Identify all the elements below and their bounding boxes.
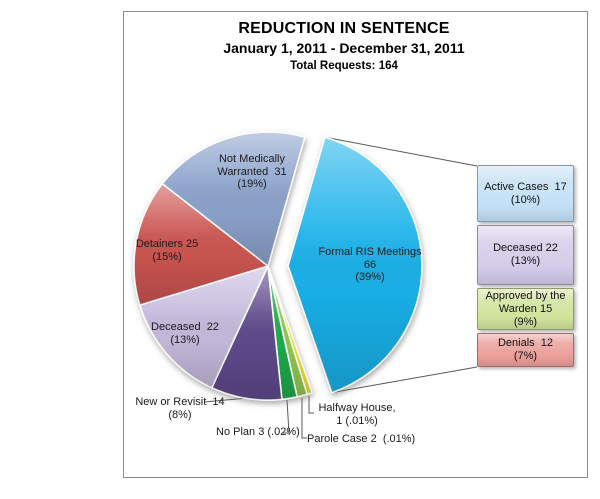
leader-parole-case — [301, 398, 307, 439]
connector-lines — [203, 136, 478, 439]
pie-slice-sheen — [211, 266, 282, 401]
breakdown-label-denials: Denials 12 (7%) — [497, 337, 554, 362]
breakdown-box-approved-by-the-warden: Approved by the Warden 15 (9%) — [477, 288, 574, 330]
label-new-or-revisit: New or Revisit 14 (8%) — [135, 396, 225, 421]
label-deceased: Deceased 22 (13%) — [151, 321, 219, 346]
bar-connector-top — [324, 136, 478, 167]
breakdown-box-denials: Denials 12 (7%) — [477, 333, 574, 367]
chart-subtitle: January 1, 2011 - December 31, 2011 — [223, 40, 465, 56]
label-not-medically-warranted: Not Medically Warranted 31 (19%) — [217, 153, 287, 190]
leader-new-or-revisit — [203, 397, 249, 403]
label-no-plan: No Plan 3 (.02%) — [216, 426, 300, 438]
pie-slice-sheen — [268, 266, 298, 400]
pie-slices — [133, 131, 423, 401]
bar-connector-bottom — [331, 366, 478, 394]
label-halfway-house: Halfway House, 1 (.01%) — [318, 402, 396, 427]
leader-no-plan — [283, 399, 290, 434]
label-parole-case: Parole Case 2 (.01%) — [307, 433, 416, 445]
label-formal-ris-meetings: Formal RIS Meetings 66 (39%) — [318, 246, 422, 283]
breakdown-label-approved: Approved by the Warden 15 (9%) — [485, 289, 566, 328]
pie-slice-sheen — [139, 266, 268, 388]
breakdown-box-deceased: Deceased 22 (13%) — [477, 225, 574, 285]
breakdown-label-active-cases: Active Cases 17 (10%) — [484, 180, 567, 206]
chart-header: REDUCTION IN SENTENCE January 1, 2011 - … — [123, 20, 565, 72]
pie-slice-sheen — [268, 266, 307, 397]
breakdown-bar: Active Cases 17 (10%) Deceased 22 (13%) … — [477, 165, 574, 370]
pie-slice-sheen — [162, 132, 305, 266]
leader-halfway-house — [308, 396, 314, 414]
breakdown-box-active-cases: Active Cases 17 (10%) — [477, 165, 574, 222]
breakdown-label-deceased: Deceased 22 (13%) — [493, 242, 558, 267]
label-detainers: Detainers 25 (15%) — [135, 238, 199, 263]
pie-slice-sheen — [288, 137, 422, 393]
chart-total: Total Requests: 164 — [290, 60, 398, 72]
pie-slice-sheen — [268, 266, 312, 395]
pie-slice-sheen — [133, 183, 268, 305]
chart-title: REDUCTION IN SENTENCE — [238, 20, 450, 37]
